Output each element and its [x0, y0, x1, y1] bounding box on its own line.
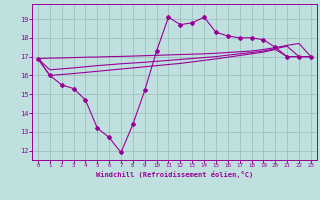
X-axis label: Windchill (Refroidissement éolien,°C): Windchill (Refroidissement éolien,°C)	[96, 171, 253, 178]
